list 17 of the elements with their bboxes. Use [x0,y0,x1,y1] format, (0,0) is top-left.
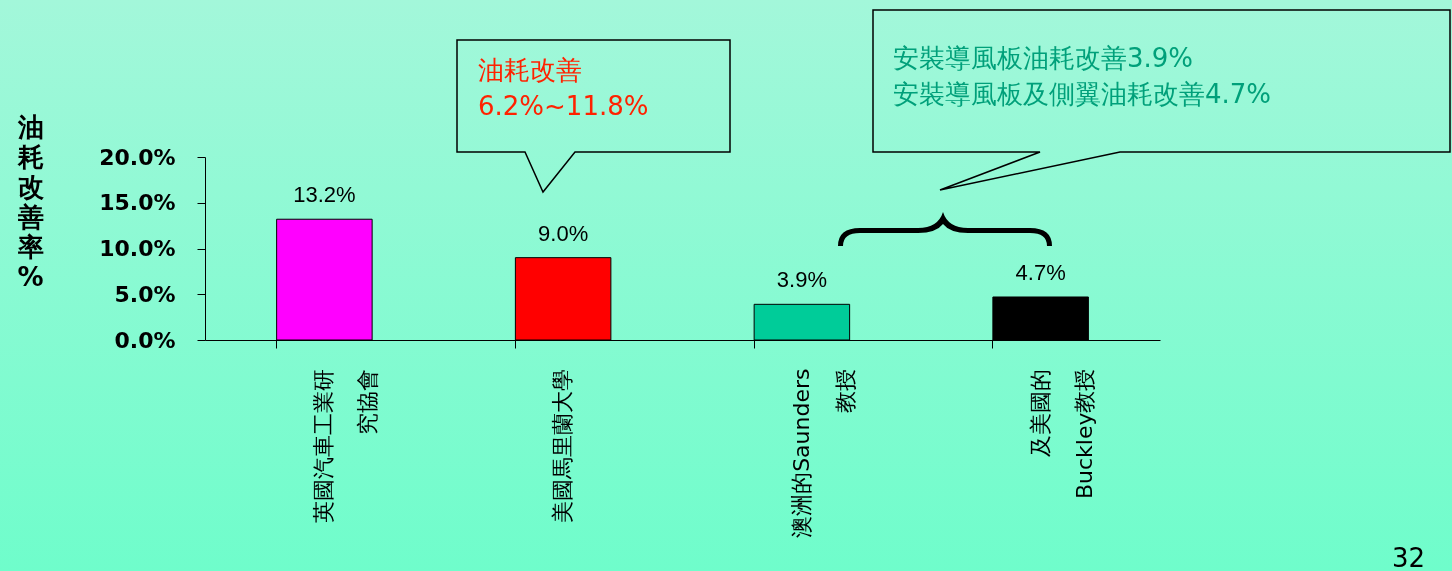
data-label: 13.2% [293,182,356,208]
data-label: 9.0% [538,220,589,246]
y-tick-label: 15.0% [99,190,176,216]
x-tick-label: 及美國的Buckley教授 [1027,368,1097,500]
x-tick-label: 澳洲的Saunders教授 [788,368,858,538]
text: 32 [1392,542,1426,571]
y-tick-label: 5.0% [114,281,176,307]
y-tick-label: 0.0% [114,327,176,353]
y-tick-label: 20.0% [99,144,176,170]
data-label: 3.9% [776,267,827,293]
text: 安裝導風板油耗改善3.9% 安裝導風板及側翼油耗改善4.7% [893,42,1272,111]
y-tick-label: 10.0% [99,236,176,261]
y-axis-title: 油耗改善率% [16,111,44,292]
text: 油耗改善 6.2%~11.8% [478,54,649,123]
x-tick-label: 英國汽車工業研究協會 [311,368,381,523]
x-tick-label: 美國馬里蘭大學 [550,368,576,523]
data-label: 4.7% [1015,259,1066,285]
